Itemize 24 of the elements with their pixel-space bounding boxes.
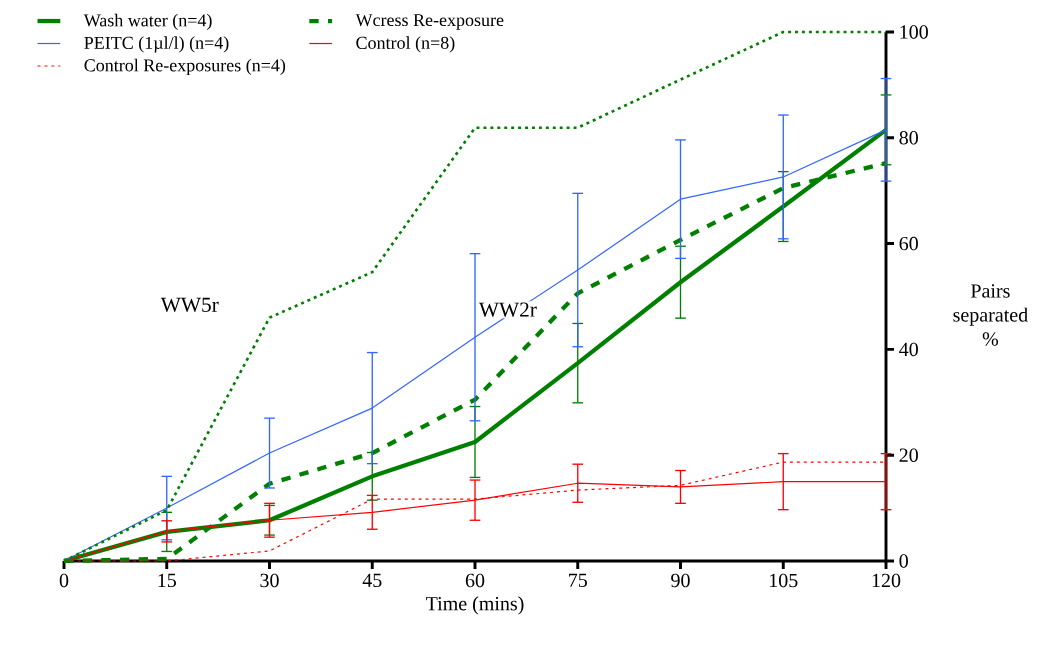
x-tick-label: 75: [569, 573, 587, 587]
annotation: WW2r: [478, 302, 537, 317]
x-tick-label: 105: [770, 573, 798, 588]
x-tick-label: 120: [872, 573, 901, 588]
x-tick-label: 45: [362, 573, 382, 588]
x-tick-label: 0: [59, 573, 69, 588]
annotation: WW5r: [160, 297, 219, 313]
y-tick-label: 60: [899, 236, 918, 251]
y-tick-label: 0: [899, 554, 908, 568]
y-axis-title: Pairs separated %: [953, 284, 1028, 346]
x-tick-label: 60: [465, 573, 485, 588]
y-tick-label: 80: [899, 131, 918, 145]
legend-label: Control (n=8): [356, 36, 455, 53]
y-tick-label: 40: [899, 342, 918, 357]
x-axis-title: Time (mins): [426, 596, 524, 615]
y-tick-label: 20: [899, 448, 918, 462]
legend-label: Control Re-exposures (n=4): [84, 58, 286, 76]
legend-label: Wash water (n=4): [83, 13, 212, 31]
y-tick-label: 100: [900, 25, 928, 39]
legend-label: Wcress Re-exposure: [355, 14, 504, 30]
legend-label: PEITC (1µl/l) (n=4): [84, 36, 229, 53]
x-tick-label: 15: [158, 573, 176, 588]
x-tick-label: 90: [671, 573, 690, 588]
x-tick-label: 30: [260, 573, 279, 588]
